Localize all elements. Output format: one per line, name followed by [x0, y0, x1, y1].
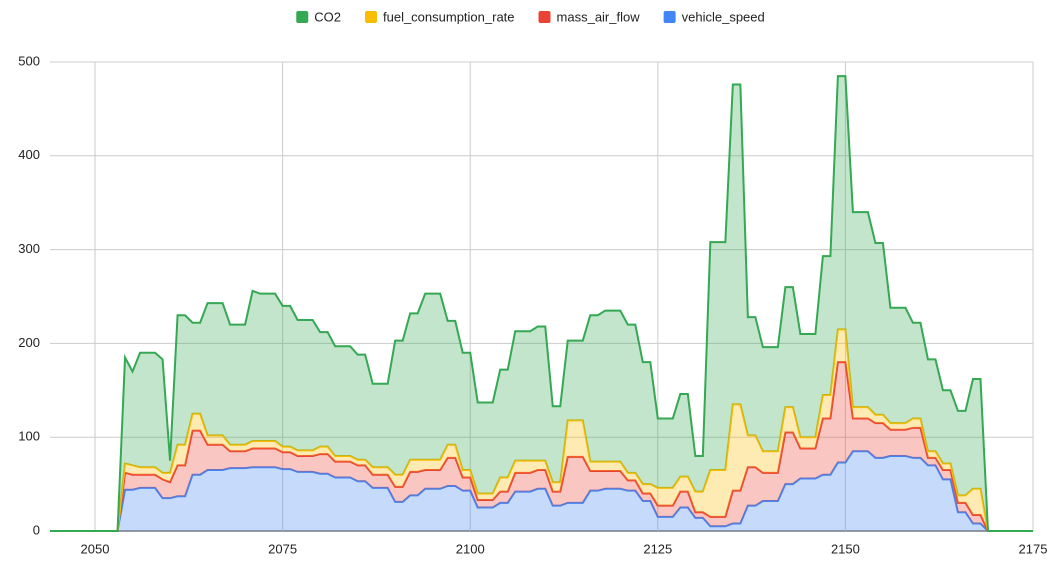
- legend-swatch: [364, 11, 377, 23]
- legend-swatch: [538, 11, 551, 23]
- legend-label: mass_air_flow: [557, 9, 641, 24]
- line: [50, 361, 1033, 532]
- area: [50, 362, 1033, 531]
- y-tick-label: 200: [18, 335, 40, 350]
- y-tick-label: 500: [18, 53, 40, 68]
- x-tick-label: 2150: [831, 541, 860, 556]
- y-tick-label: 300: [18, 241, 40, 256]
- legend-swatch: [663, 11, 676, 23]
- x-tick-label: 2125: [643, 541, 672, 556]
- legend-swatch: [296, 11, 309, 23]
- legend-label: vehicle_speed: [682, 9, 765, 24]
- line: [50, 75, 1033, 532]
- legend-label: fuel_consumption_rate: [383, 9, 515, 24]
- x-tick-label: 2100: [456, 541, 485, 556]
- line: [50, 450, 1033, 532]
- line: [50, 328, 1033, 532]
- area: [50, 76, 1033, 531]
- legend: CO2 fuel_consumption_rate mass_air_flow veh…: [296, 9, 765, 24]
- x-tick-label: 2075: [268, 541, 297, 556]
- x-tick-label: 2175: [1019, 541, 1048, 556]
- y-tick-label: 400: [18, 147, 40, 162]
- area: [50, 451, 1033, 531]
- legend-label: CO2: [314, 9, 341, 24]
- y-tick-label: 0: [33, 522, 40, 537]
- x-tick-label: 2050: [81, 541, 110, 556]
- y-tick-label: 100: [18, 429, 40, 444]
